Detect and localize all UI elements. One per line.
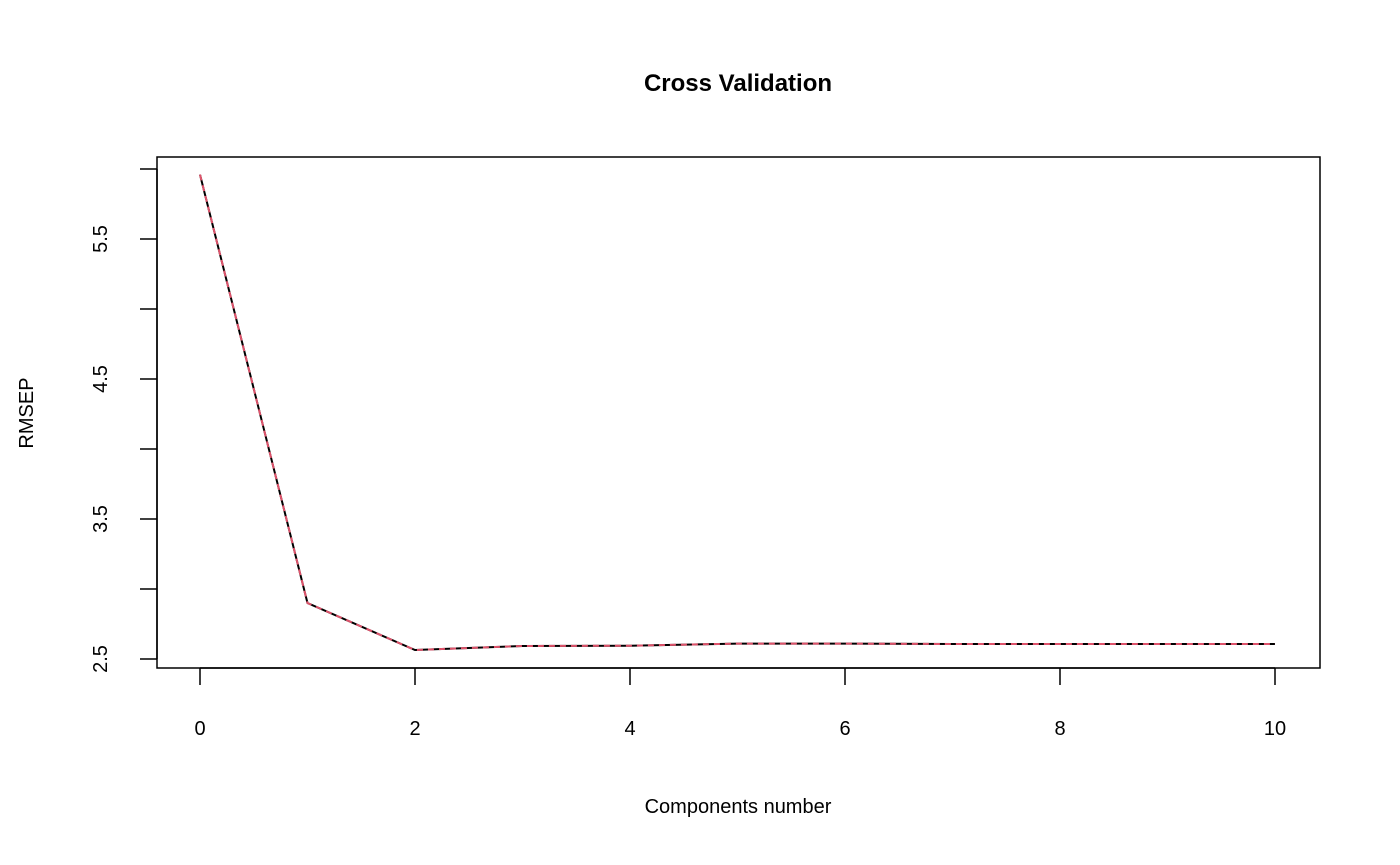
x-tick-label: 4 xyxy=(624,718,635,740)
y-tick-label: 3.5 xyxy=(90,505,112,533)
x-tick-label: 10 xyxy=(1264,718,1286,740)
x-tick-label: 6 xyxy=(839,718,850,740)
x-tick-label: 0 xyxy=(194,718,205,740)
series-line-1 xyxy=(199,174,1275,652)
x-axis-label: Components number xyxy=(645,796,832,818)
y-tick-label: 5.5 xyxy=(90,225,112,253)
y-tick-label: 2.5 xyxy=(90,645,112,673)
x-axis: 0 2 4 6 8 10 xyxy=(194,667,1286,740)
series-line-2 xyxy=(199,174,1275,652)
y-axis-label: RMSEP xyxy=(16,377,38,448)
y-axis: 2.5 3.5 4.5 5.5 xyxy=(90,168,158,673)
series-layer xyxy=(199,174,1275,652)
plot-frame xyxy=(156,156,1321,669)
x-tick-label: 2 xyxy=(409,718,420,740)
x-tick-label: 8 xyxy=(1054,718,1065,740)
chart-title: Cross Validation xyxy=(644,70,832,97)
y-tick-label: 4.5 xyxy=(90,365,112,393)
